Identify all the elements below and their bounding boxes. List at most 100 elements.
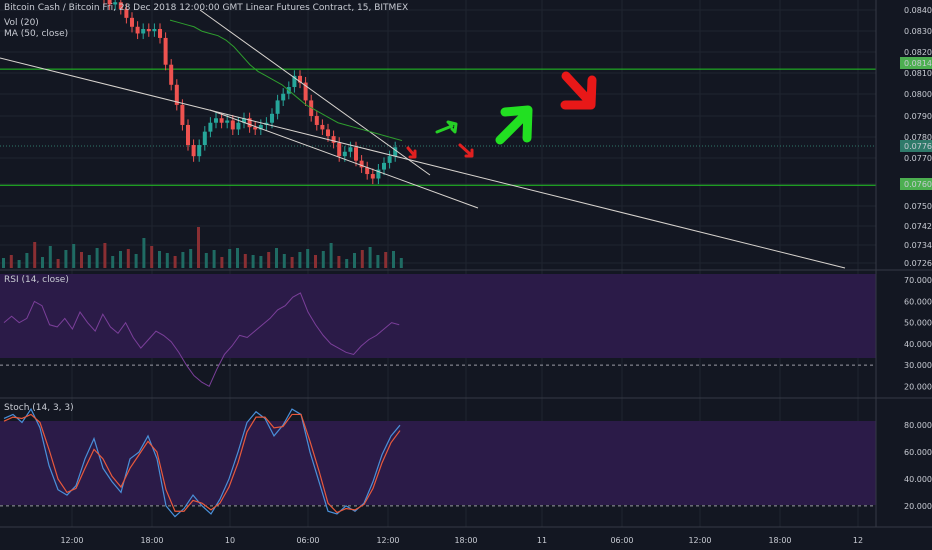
x-tick-label: 18:00 (140, 536, 163, 545)
volume-bar (360, 250, 364, 268)
x-tick-label: 10 (225, 536, 235, 545)
candle-body (298, 75, 302, 83)
candle-body (230, 120, 235, 130)
candle-body (158, 29, 162, 38)
trend-line[interactable] (0, 57, 846, 269)
trend-lines (0, 9, 846, 269)
candle-body (146, 29, 151, 32)
x-tick-label: 12 (853, 536, 863, 545)
candle-body (359, 160, 364, 168)
stoch-y-tick: 60.0000 (904, 448, 932, 457)
time-axis[interactable]: 12:00 18:00 10 06:00 12:00 18:00 11 06:00 12:00 1… (60, 536, 863, 545)
trend-line[interactable] (199, 9, 431, 176)
volume-label[interactable]: Vol (20) (4, 18, 39, 28)
ma-label[interactable]: MA (50, close) (4, 29, 69, 39)
candle-body (354, 147, 358, 161)
candle-body (242, 118, 246, 123)
candle-body (275, 100, 280, 114)
candle-body (214, 118, 218, 123)
rsi-y-tick: 20.0000 (904, 382, 932, 391)
candle-body (135, 26, 140, 34)
candle-body (281, 93, 286, 101)
candle-body (292, 75, 297, 88)
candle-body (191, 145, 196, 157)
volume-bar (306, 249, 310, 268)
volume-bar (368, 247, 372, 268)
y-tick-label: 0.0750 (904, 202, 932, 211)
annotation-arrow[interactable] (495, 105, 533, 145)
price-axis[interactable]: 0.0840 0.0830 0.0820 0.0810 0.0800 0.0790 0.07… (0, 0, 932, 528)
candle-body (130, 17, 134, 27)
y-tick-label: 0.0770 (904, 154, 932, 163)
rsi-y-tick: 40.0000 (904, 340, 932, 349)
annotation-arrow[interactable] (435, 120, 458, 134)
rsi-label[interactable]: RSI (14, close) (4, 275, 69, 285)
volume-bar (290, 257, 294, 268)
volume-bar (41, 257, 44, 268)
volume-bar (72, 244, 76, 268)
annotation-arrow[interactable] (406, 146, 417, 159)
candle-body (393, 147, 398, 157)
candle-body (197, 145, 202, 157)
y-tick-label: 0.0790 (904, 112, 932, 121)
rsi-y-tick: 30.0000 (904, 361, 932, 370)
volume-bar (376, 255, 380, 268)
candle-body (107, 0, 112, 5)
volume-bar (103, 243, 107, 268)
candle-body (247, 118, 252, 128)
price-label-text: 0.0776 (904, 142, 932, 151)
candle-body (387, 156, 392, 163)
candle-body (342, 151, 347, 157)
volume-bar (9, 255, 13, 268)
stoch-d-line (3, 413, 401, 514)
y-tick-label: 0.0800 (904, 90, 932, 99)
rsi-y-tick: 60.0000 (904, 297, 932, 306)
volume-bar (212, 250, 216, 268)
volume-bar (314, 255, 317, 268)
candle-body (141, 29, 146, 34)
candle-body (270, 113, 274, 123)
volume-bar (134, 254, 138, 268)
y-tick-label: 0.0742 (904, 222, 932, 231)
y-tick-label: 0.0726 (904, 259, 932, 268)
rsi-y-tick: 70.0000 (904, 276, 932, 285)
stoch-label[interactable]: Stoch (14, 3, 3) (4, 403, 74, 413)
volume-bar (259, 256, 263, 268)
candle-body (236, 122, 241, 130)
volume-bar (345, 259, 349, 268)
x-tick-label: 06:00 (610, 536, 633, 545)
volume-bar (353, 253, 356, 268)
candle-body (376, 169, 381, 179)
trend-line[interactable] (209, 109, 479, 209)
x-tick-label: 18:00 (454, 536, 477, 545)
candle-body (326, 129, 330, 137)
volume-bar (111, 256, 115, 268)
volume-bar (321, 251, 325, 268)
candle-body (348, 147, 353, 152)
volume-bar (399, 258, 403, 268)
candle-body (253, 127, 258, 130)
horizontal-levels (0, 68, 876, 186)
candlesticks (103, 0, 398, 185)
volume-bar (251, 255, 255, 268)
volume-bar (158, 251, 161, 268)
candle-body (382, 162, 386, 170)
volume-bar (126, 249, 130, 268)
candle-body (163, 37, 168, 65)
rsi-y-tick: 50.0000 (904, 319, 932, 328)
annotation-arrow[interactable] (560, 71, 597, 110)
ma-50-line (169, 19, 403, 142)
x-tick-label: 12:00 (376, 536, 399, 545)
stoch-y-tick: 40.0000 (904, 475, 932, 484)
candle-body (186, 124, 190, 146)
chart-title: Bitcoin Cash / Bitcoin Fri, 28 Dec 2018 … (4, 3, 409, 13)
volume-bar (80, 252, 83, 268)
volume-bar (56, 259, 60, 268)
candle-body (152, 29, 157, 32)
annotation-arrow[interactable] (458, 143, 474, 158)
y-tick-label: 0.0840 (904, 6, 932, 15)
candle-body (320, 124, 325, 130)
candle-body (219, 118, 224, 123)
candle-body (365, 167, 370, 175)
